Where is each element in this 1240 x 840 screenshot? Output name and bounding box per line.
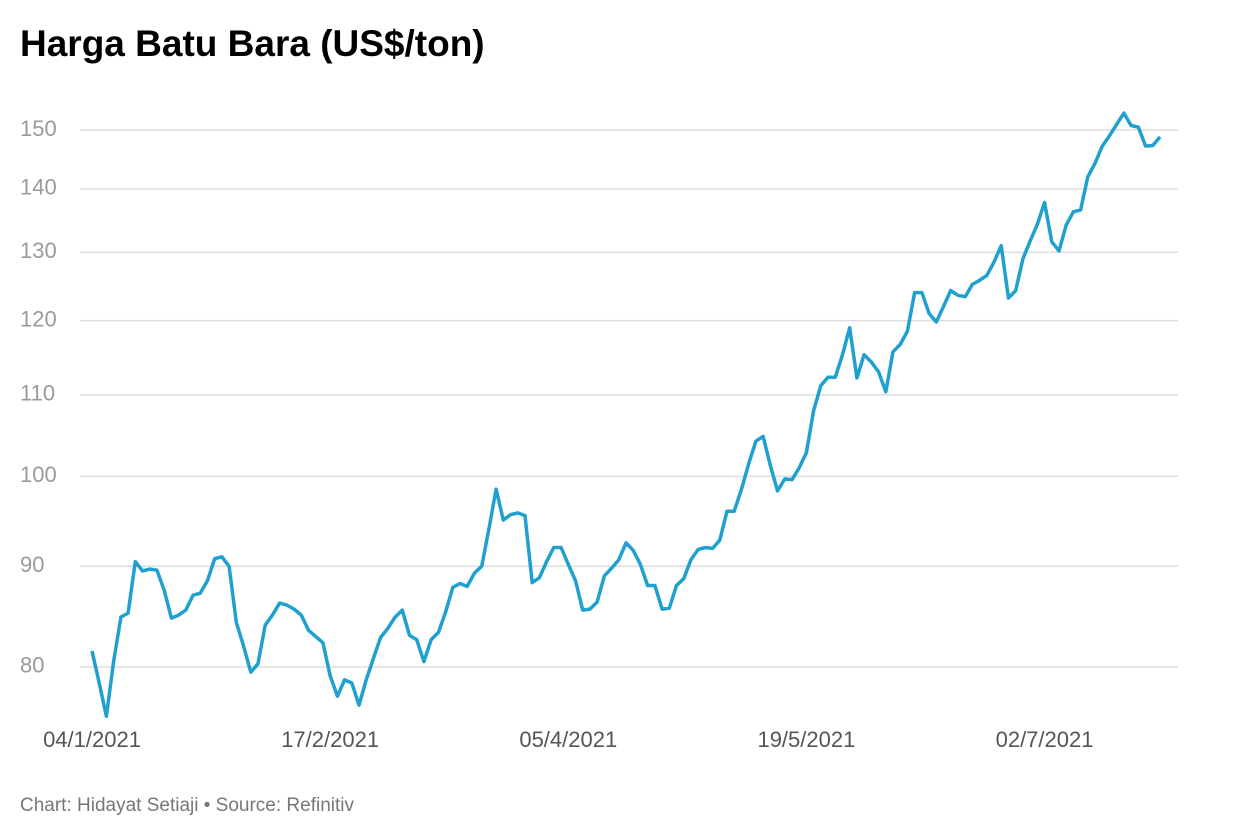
x-tick-label: 04/1/2021 [43, 727, 141, 752]
y-tick-label: 110 [20, 381, 55, 406]
x-tick-label: 19/5/2021 [757, 727, 855, 752]
x-tick-label: 02/7/2021 [996, 727, 1094, 752]
y-tick-label: 140 [20, 175, 57, 200]
x-tick-label: 05/4/2021 [519, 727, 617, 752]
y-tick-label: 80 [20, 653, 44, 678]
y-tick-label: 90 [20, 552, 44, 577]
price-line [90, 111, 1162, 719]
x-tick-label: 17/2/2021 [281, 727, 379, 752]
y-tick-label: 130 [20, 238, 57, 263]
y-tick-label: 100 [20, 462, 57, 487]
chart-source: Chart: Hidayat Setiaji • Source: Refinit… [20, 795, 355, 816]
chart-title: Harga Batu Bara (US$/ton) [20, 23, 485, 64]
y-tick-label: 150 [20, 116, 57, 141]
y-tick-label: 120 [20, 306, 57, 331]
